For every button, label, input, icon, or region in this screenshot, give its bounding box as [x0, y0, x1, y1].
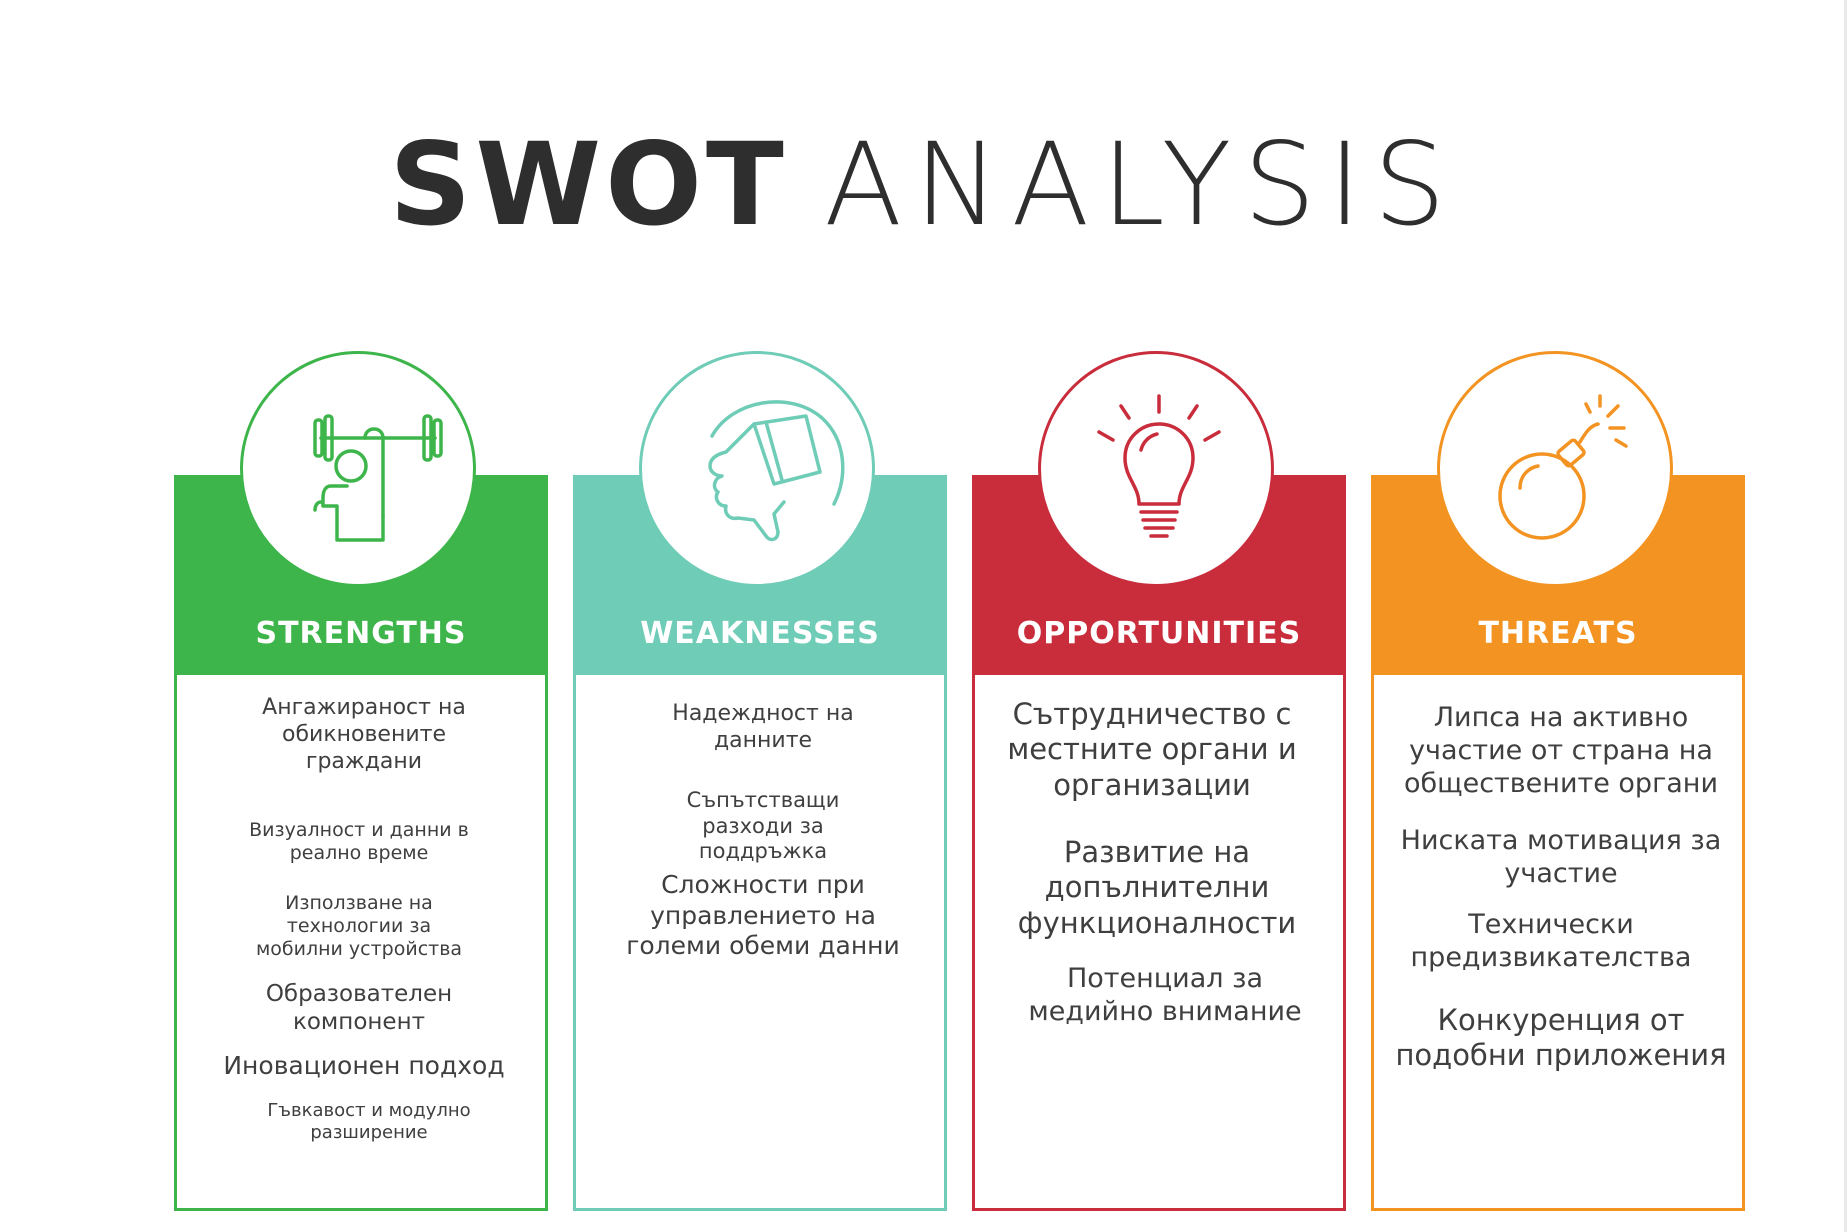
opportunities-item: Развитие на допълнителни функционалности	[1017, 835, 1297, 940]
weaknesses-label: WEAKNESSES	[640, 616, 880, 651]
opportunities-item: Потенциал за медийно внимание	[1028, 963, 1302, 1027]
threats-label: THREATS	[1478, 616, 1638, 651]
opportunities-item: Сътрудничество с местните органи и орган…	[1007, 697, 1297, 802]
weightlifter-icon	[313, 414, 443, 542]
thumbs-down-icon	[708, 400, 845, 542]
bomb-icon	[1498, 394, 1628, 540]
threats-card: Липса на активно участие от страна на об…	[1371, 351, 1745, 1211]
strengths-card: Ангажираност на обикновените граждани Ви…	[174, 351, 548, 1211]
title-light: ANALYSIS	[824, 118, 1458, 251]
opportunities-icon-circle	[1038, 351, 1274, 587]
page-title: SWOT ANALYSIS	[0, 128, 1847, 242]
opportunities-body: Сътрудничество с местните органи и орган…	[972, 675, 1346, 1211]
opportunities-label: OPPORTUNITIES	[1016, 616, 1302, 651]
strengths-item: Иновационен подход	[223, 1051, 505, 1080]
weaknesses-body: Надеждност на данните Съпътстващи разход…	[573, 675, 947, 1211]
threats-item: Ниската мотивация за участие	[1400, 825, 1722, 889]
strengths-item: Образователен компонент	[265, 981, 453, 1036]
strengths-item: Ангажираност на обикновените граждани	[262, 695, 466, 774]
strengths-item: Използване на технологии за мобилни устр…	[255, 892, 463, 961]
weaknesses-item: Сложности при управлението на големи обе…	[626, 870, 900, 960]
threats-body: Липса на активно участие от страна на об…	[1371, 675, 1745, 1211]
strengths-item: Визуалност и данни в реално време	[249, 819, 469, 865]
title-bold: SWOT	[389, 118, 788, 251]
weaknesses-card: Надеждност на данните Съпътстващи разход…	[573, 351, 947, 1211]
opportunities-card: Сътрудничество с местните органи и орган…	[972, 351, 1346, 1211]
weaknesses-item: Съпътстващи разходи за поддръжка	[686, 788, 840, 864]
lightbulb-icon	[1097, 394, 1221, 538]
page-edge-divider	[1844, 0, 1847, 1232]
weaknesses-icon-circle	[639, 351, 875, 587]
strengths-item: Гъвкавост и модулно разширение	[267, 1100, 471, 1143]
strengths-label: STRENGTHS	[255, 616, 467, 651]
threats-icon-circle	[1437, 351, 1673, 587]
threats-item: Конкуренция от подобни приложения	[1395, 1003, 1727, 1073]
strengths-body: Ангажираност на обикновените граждани Ви…	[174, 675, 548, 1211]
threats-item: Липса на активно участие от страна на об…	[1403, 702, 1719, 799]
strengths-icon-circle	[240, 351, 476, 587]
weaknesses-item: Надеждност на данните	[672, 701, 854, 753]
threats-item: Технически предизвикателства	[1410, 909, 1692, 973]
